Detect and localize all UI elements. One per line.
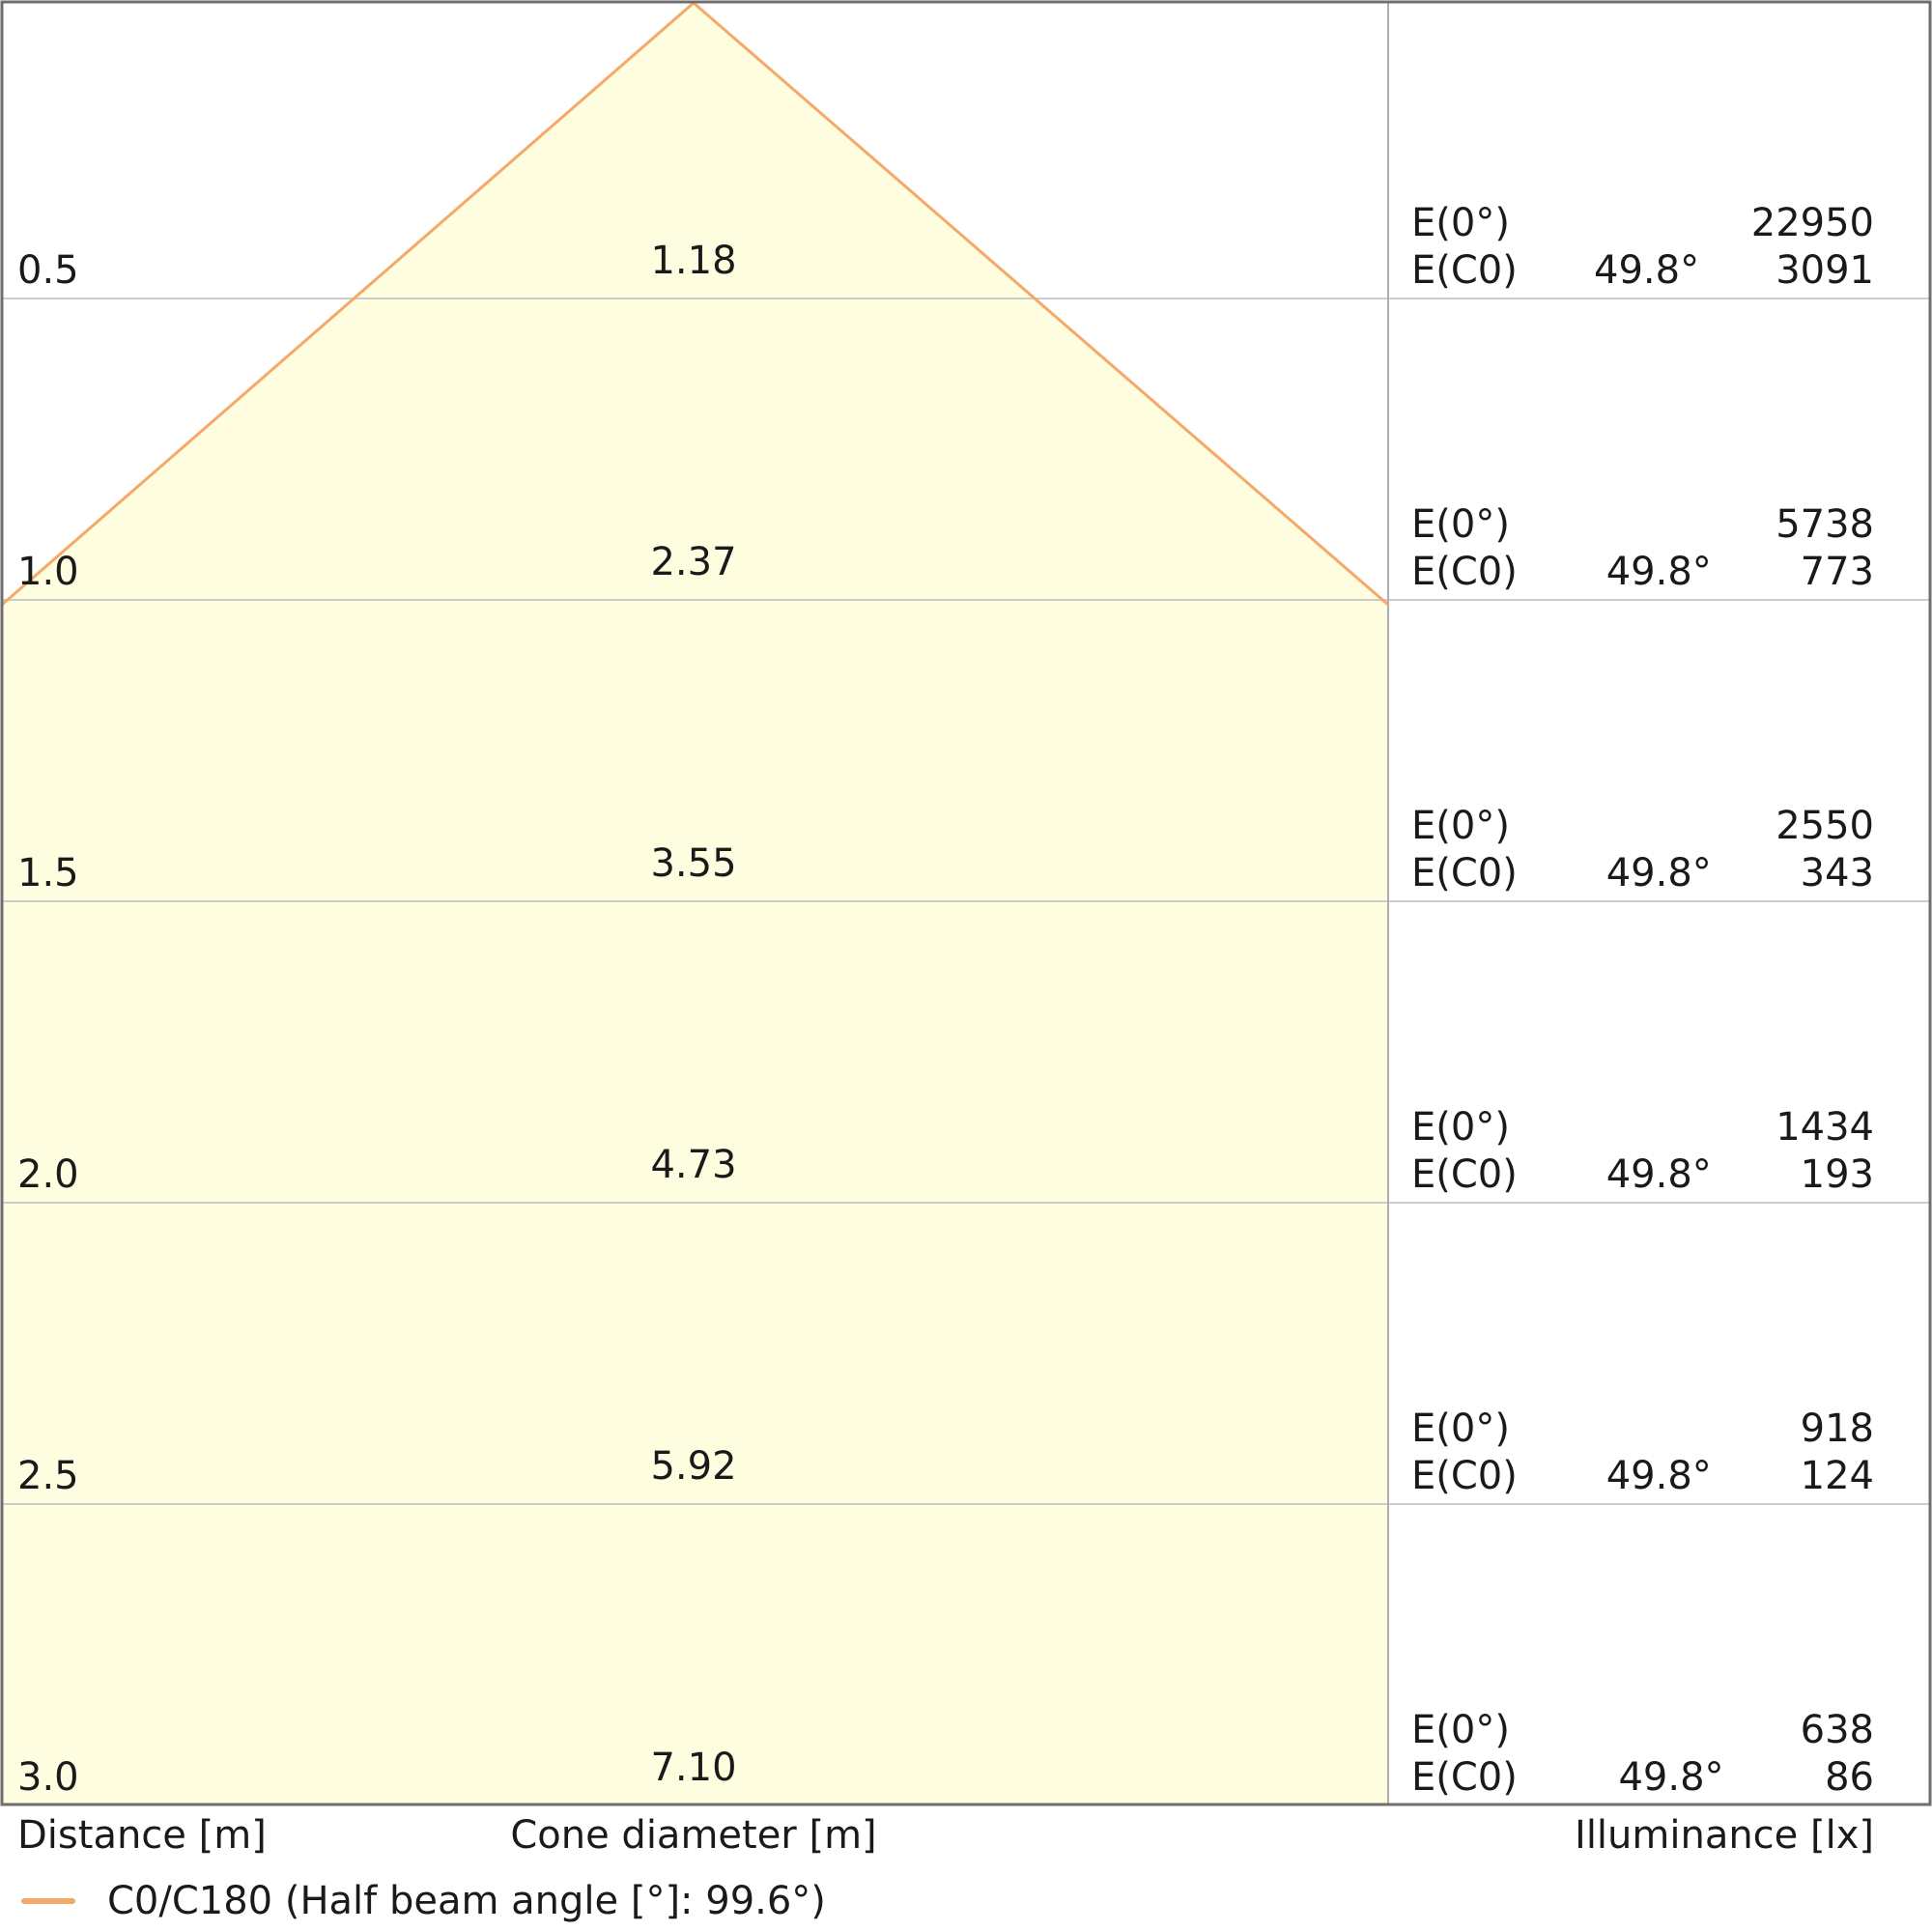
distance-label-1-5: 1.5 [17,851,79,895]
distance-label-2-0: 2.0 [17,1152,79,1197]
e0-row: E(0°) 1434 [1411,1104,1874,1151]
chart-frame [0,0,1932,1806]
cone-diameter-label-2-0: 4.73 [650,1143,737,1187]
ec0-label: E(C0) [1411,851,1518,895]
ec0-angle: 49.8° [1605,1152,1712,1197]
ec0-label: E(C0) [1411,1152,1518,1197]
e0-row: E(0°) 638 [1411,1707,1874,1754]
ec0-value: 86 [1825,1755,1874,1800]
ec0-value: 343 [1800,851,1874,895]
illuminance-block-1-5: E(0°) 2550 E(C0) 49.8° 343 [1388,803,1932,897]
e0-angle-spacer [1510,1707,1801,1754]
cone-diameter-label-1-5: 3.55 [650,841,737,886]
ec0-value: 193 [1800,1152,1874,1197]
e0-row: E(0°) 918 [1411,1406,1874,1453]
ec0-angle: 49.8° [1618,1755,1724,1800]
e0-row: E(0°) 2550 [1411,803,1874,850]
e0-label: E(0°) [1411,1708,1510,1752]
e0-angle-spacer [1510,501,1776,549]
cone-diameter-label-0-5: 1.18 [650,239,737,283]
e0-angle-spacer [1510,803,1776,850]
cone-diameter-axis-caption: Cone diameter [m] [510,1813,877,1858]
ec0-angle: 49.8° [1594,248,1700,293]
cone-fill-area [2,3,1388,1804]
ec0-label: E(C0) [1411,550,1518,594]
e0-value: 638 [1800,1708,1874,1752]
ec0-label: E(C0) [1411,1755,1518,1800]
illuminance-block-0-5: E(0°) 22950 E(C0) 49.8° 3091 [1388,200,1932,295]
distance-axis-caption: Distance [m] [17,1813,267,1858]
illuminance-block-2-5: E(0°) 918 E(C0) 49.8° 124 [1388,1406,1932,1500]
ec0-row: E(C0) 49.8° 773 [1411,549,1874,596]
ec0-row: E(C0) 49.8° 343 [1411,850,1874,897]
distance-label-2-5: 2.5 [17,1454,79,1498]
ec0-row: E(C0) 49.8° 3091 [1411,247,1874,295]
ec0-value: 773 [1800,550,1874,594]
e0-angle-spacer [1510,200,1751,247]
ec0-label: E(C0) [1411,1454,1518,1498]
e0-angle-spacer [1510,1104,1776,1151]
e0-value: 1434 [1776,1105,1874,1150]
cone-chart-canvas [0,0,1932,1806]
ec0-label: E(C0) [1411,248,1518,293]
illuminance-block-2-0: E(0°) 1434 E(C0) 49.8° 193 [1388,1104,1932,1199]
distance-label-3-0: 3.0 [17,1755,79,1800]
cone-diameter-label-1-0: 2.37 [650,540,737,584]
ec0-angle: 49.8° [1605,851,1712,895]
ec0-row: E(C0) 49.8° 86 [1411,1754,1874,1802]
e0-label: E(0°) [1411,201,1510,245]
ec0-value: 3091 [1776,248,1874,293]
e0-value: 22950 [1750,201,1874,245]
cone-diameter-label-2-5: 5.92 [650,1444,737,1489]
legend-line-swatch-icon [21,1898,75,1904]
distance-gridlines [2,298,1930,1505]
e0-label: E(0°) [1411,804,1510,848]
ec0-angle: 49.8° [1605,1454,1712,1498]
illuminance-axis-caption: Illuminance [lx] [1575,1813,1874,1858]
e0-angle-spacer [1510,1406,1801,1453]
e0-row: E(0°) 22950 [1411,200,1874,247]
ec0-value: 124 [1800,1454,1874,1498]
legend-label: C0/C180 (Half beam angle [°]: 99.6°) [107,1879,826,1923]
legend: C0/C180 (Half beam angle [°]: 99.6°) [21,1878,826,1924]
e0-value: 5738 [1776,502,1874,547]
e0-value: 918 [1800,1406,1874,1451]
distance-label-0-5: 0.5 [17,248,79,293]
e0-label: E(0°) [1411,1406,1510,1451]
ec0-row: E(C0) 49.8° 124 [1411,1453,1874,1500]
ec0-row: E(C0) 49.8° 193 [1411,1151,1874,1199]
cone-diameter-label-3-0: 7.10 [650,1746,737,1790]
e0-label: E(0°) [1411,1105,1510,1150]
illuminance-block-1-0: E(0°) 5738 E(C0) 49.8° 773 [1388,501,1932,596]
illuminance-block-3-0: E(0°) 638 E(C0) 49.8° 86 [1388,1707,1932,1802]
e0-row: E(0°) 5738 [1411,501,1874,549]
e0-value: 2550 [1776,804,1874,848]
distance-label-1-0: 1.0 [17,550,79,594]
e0-label: E(0°) [1411,502,1510,547]
ec0-angle: 49.8° [1605,550,1712,594]
